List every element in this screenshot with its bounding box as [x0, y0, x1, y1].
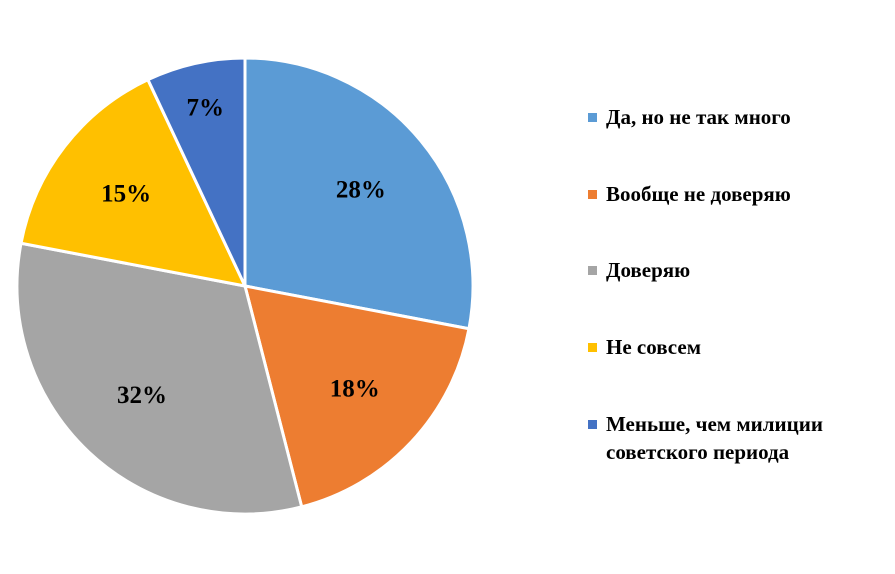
legend-swatch-1: [588, 190, 597, 199]
pie-slice-4: [146, 56, 247, 288]
pie-slice-3: [19, 78, 247, 288]
legend-item-2: Доверяю: [588, 256, 888, 284]
legend-swatch-4: [588, 420, 597, 429]
legend-swatch-2: [588, 266, 597, 275]
slice-label-1: 18%: [330, 376, 380, 403]
legend-item-3: Не совсем: [588, 333, 888, 361]
slice-label-0: 28%: [336, 177, 386, 204]
legend-swatch-3: [588, 343, 597, 352]
legend-label-2: Доверяю: [606, 258, 691, 282]
pie-slice-1: [243, 284, 471, 509]
legend-item-4: Меньше, чем милиции советского периода: [588, 410, 888, 466]
legend-swatch-0: [588, 113, 597, 122]
legend-label-0: Да, но не так много: [606, 105, 791, 129]
legend-item-1: Вообще не доверяю: [588, 180, 888, 208]
legend-label-1: Вообще не доверяю: [606, 182, 791, 206]
pie-slice-2: [15, 241, 304, 516]
legend-label-4: Меньше, чем милиции советского периода: [606, 412, 823, 464]
slice-label-4: 7%: [186, 95, 224, 122]
legend-label-3: Не совсем: [606, 335, 702, 359]
slice-label-2: 32%: [117, 382, 167, 409]
legend-item-0: Да, но не так много: [588, 103, 888, 131]
slice-label-3: 15%: [101, 180, 151, 207]
legend: Да, но не так много Вообще не доверяю До…: [588, 0, 888, 569]
pie-slice-0: [243, 56, 475, 331]
